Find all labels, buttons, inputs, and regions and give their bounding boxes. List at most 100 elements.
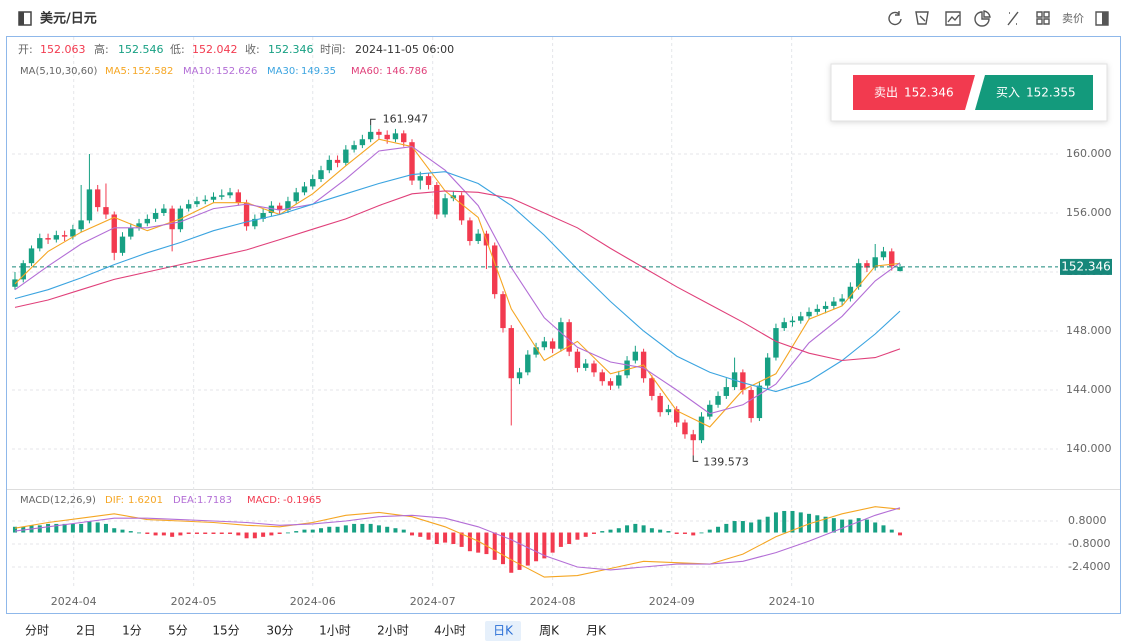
legend-name: MA60: (351, 66, 383, 77)
buy-price[interactable]: 152.355 (1026, 86, 1076, 100)
tab[interactable]: 周K (539, 624, 560, 638)
macd-bar (840, 519, 845, 533)
ma-line (14, 146, 901, 415)
candle-body (740, 372, 746, 391)
macd-bar (633, 523, 638, 533)
sell-button[interactable] (853, 75, 975, 110)
macd-bar (732, 521, 737, 533)
buy-button[interactable] (975, 75, 1093, 110)
candle-body (252, 218, 258, 227)
macd-bar (12, 526, 17, 533)
candle-body (61, 235, 68, 237)
tab[interactable]: 分时 (25, 624, 49, 638)
macd-bar (658, 529, 663, 533)
macd-bar (54, 523, 59, 533)
candle-body (831, 301, 837, 306)
tab[interactable]: 1分 (122, 624, 142, 638)
macd-bar (327, 526, 332, 533)
pie-icon[interactable] (974, 10, 991, 27)
tab[interactable]: 1小时 (319, 624, 351, 638)
candle-body (764, 357, 771, 386)
macd-bar (550, 532, 555, 553)
x-tick-label: 2024-09 (649, 595, 695, 608)
macd-bar (757, 519, 762, 533)
candle-body (227, 192, 233, 196)
active-tab-bg (485, 621, 521, 641)
tab[interactable]: 2小时 (377, 624, 409, 638)
candle-body (558, 322, 564, 349)
macd-bar (625, 525, 630, 533)
candle-body (723, 387, 730, 396)
candle-body (276, 205, 283, 211)
macd-bar (145, 532, 150, 534)
tab[interactable]: 5分 (168, 624, 188, 638)
candle-body (343, 149, 349, 163)
candle-body (822, 305, 829, 309)
legend-name: MA30: (267, 66, 299, 77)
macd-bar (95, 522, 100, 533)
macd-bar (782, 510, 787, 533)
candle-body (707, 404, 713, 417)
candle-body (525, 354, 531, 373)
macd-bar (128, 531, 133, 533)
macd-bar (285, 532, 290, 534)
candle-body (450, 195, 457, 199)
macd-bar (691, 532, 696, 536)
buy-label[interactable]: 买入 (996, 86, 1020, 100)
candle-body (392, 133, 399, 140)
candle-body (458, 195, 465, 221)
percent-icon[interactable] (1007, 11, 1019, 26)
indicator-icon[interactable] (945, 11, 961, 26)
candle-body (161, 208, 167, 214)
legend-name: DIF: (105, 495, 124, 506)
candle-body (756, 385, 763, 419)
macd-bar (294, 531, 299, 533)
macd-bar (567, 532, 572, 545)
tab[interactable]: 日K (493, 624, 514, 638)
tab[interactable]: 30分 (266, 624, 293, 638)
candle-body (897, 266, 903, 272)
ohlc-label: 高: (94, 42, 109, 56)
candle-body (152, 213, 159, 219)
macd-bar (252, 532, 257, 539)
macd-bar (608, 529, 613, 533)
candle-body (37, 238, 43, 249)
trade-card: 卖出 152.346 买入 152.355 (830, 63, 1108, 122)
ohlc-label: 开: (18, 43, 33, 56)
tab[interactable]: 15分 (212, 624, 239, 638)
macd-bar (70, 523, 75, 533)
candle-body (508, 328, 514, 379)
candle-body (889, 251, 895, 267)
time-label: 时间: (320, 43, 346, 56)
price-type[interactable]: 卖价 (1062, 12, 1084, 25)
y-tick-label: 144.000 (1066, 383, 1112, 396)
macd-bar (186, 532, 191, 534)
legend-value: 152.626 (216, 66, 257, 77)
candle-body (210, 196, 217, 200)
tab[interactable]: 月K (586, 624, 607, 638)
x-tick-label: 2024-05 (171, 595, 217, 608)
x-tick-label: 2024-06 (290, 595, 336, 608)
y-tick-label: -2.4000 (1068, 560, 1110, 573)
sell-label[interactable]: 卖出 (874, 86, 898, 100)
candle-body (28, 248, 35, 264)
candle-body (872, 257, 878, 268)
refresh-icon[interactable] (888, 11, 902, 26)
layout-icon[interactable] (1036, 11, 1050, 25)
candle-body (326, 159, 332, 171)
candle-body (119, 236, 126, 253)
legend-name: MACD: (247, 495, 280, 506)
macd-bar (542, 532, 547, 559)
draw-icon[interactable] (915, 11, 929, 25)
low-pointer (692, 455, 699, 462)
time-value: 2024-11-05 06:00 (355, 43, 454, 56)
tab[interactable]: 4小时 (434, 624, 466, 638)
candle-body (748, 390, 754, 419)
macd-bar (492, 532, 497, 560)
sell-price[interactable]: 152.346 (904, 86, 954, 100)
y-tick-label: 0.8000 (1068, 514, 1107, 527)
tab[interactable]: 2日 (76, 624, 96, 638)
candle-body (94, 189, 101, 208)
candle-body (624, 360, 630, 376)
macd-bar (807, 513, 812, 533)
